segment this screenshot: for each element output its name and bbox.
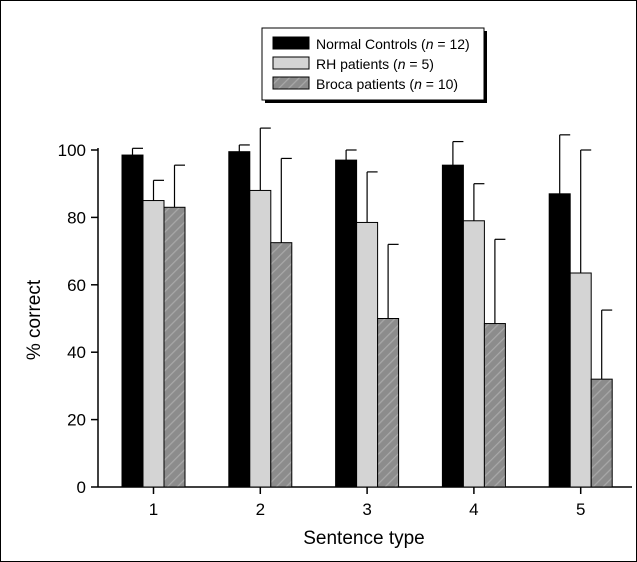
legend-swatch	[272, 76, 310, 90]
bar-broca-patients	[163, 206, 186, 488]
y-tick-label: 20	[67, 411, 86, 430]
bar-normal-controls	[228, 151, 251, 488]
y-tick-label: 80	[67, 208, 86, 227]
x-axis-title: Sentence type	[303, 528, 424, 549]
legend-entry: Broca patients (n = 10)	[316, 76, 458, 92]
bar-normal-controls	[548, 193, 571, 488]
bar-normal-controls	[441, 164, 464, 488]
y-tick-label: 100	[58, 141, 86, 160]
legend-entry: RH patients (n = 5)	[316, 56, 434, 72]
bar-rh-patients	[249, 189, 272, 488]
bar-rh-patients	[569, 272, 592, 488]
bar-broca-patients	[483, 323, 506, 488]
y-tick-label: 60	[67, 276, 86, 295]
bar-normal-controls	[121, 154, 144, 488]
legend-swatch	[272, 56, 310, 70]
bar-broca-patients	[270, 242, 293, 488]
bar-normal-controls	[335, 159, 358, 488]
legend-swatch	[272, 36, 310, 50]
x-tick-label: 1	[149, 500, 158, 519]
axes: 0 20 40 60 80 100 1 2 3 4 5	[58, 141, 632, 519]
bars	[121, 151, 613, 488]
y-axis-title: % correct	[24, 279, 45, 360]
y-tick-label: 40	[67, 343, 86, 362]
bar-broca-patients	[590, 378, 613, 488]
x-tick-label: 2	[256, 500, 265, 519]
y-tick-label: 0	[77, 478, 86, 497]
bar-broca-patients	[377, 318, 400, 488]
x-tick-label: 3	[362, 500, 371, 519]
x-tick-label: 5	[576, 500, 585, 519]
legend: Normal Controls (n = 12) RH patients (n =…	[261, 27, 487, 103]
bar-rh-patients	[142, 200, 165, 488]
bar-rh-patients	[462, 220, 485, 488]
x-tick-label: 4	[469, 500, 478, 519]
bar-rh-patients	[356, 221, 379, 488]
error-bars	[131, 127, 613, 380]
legend-entry: Normal Controls (n = 12)	[316, 36, 470, 52]
